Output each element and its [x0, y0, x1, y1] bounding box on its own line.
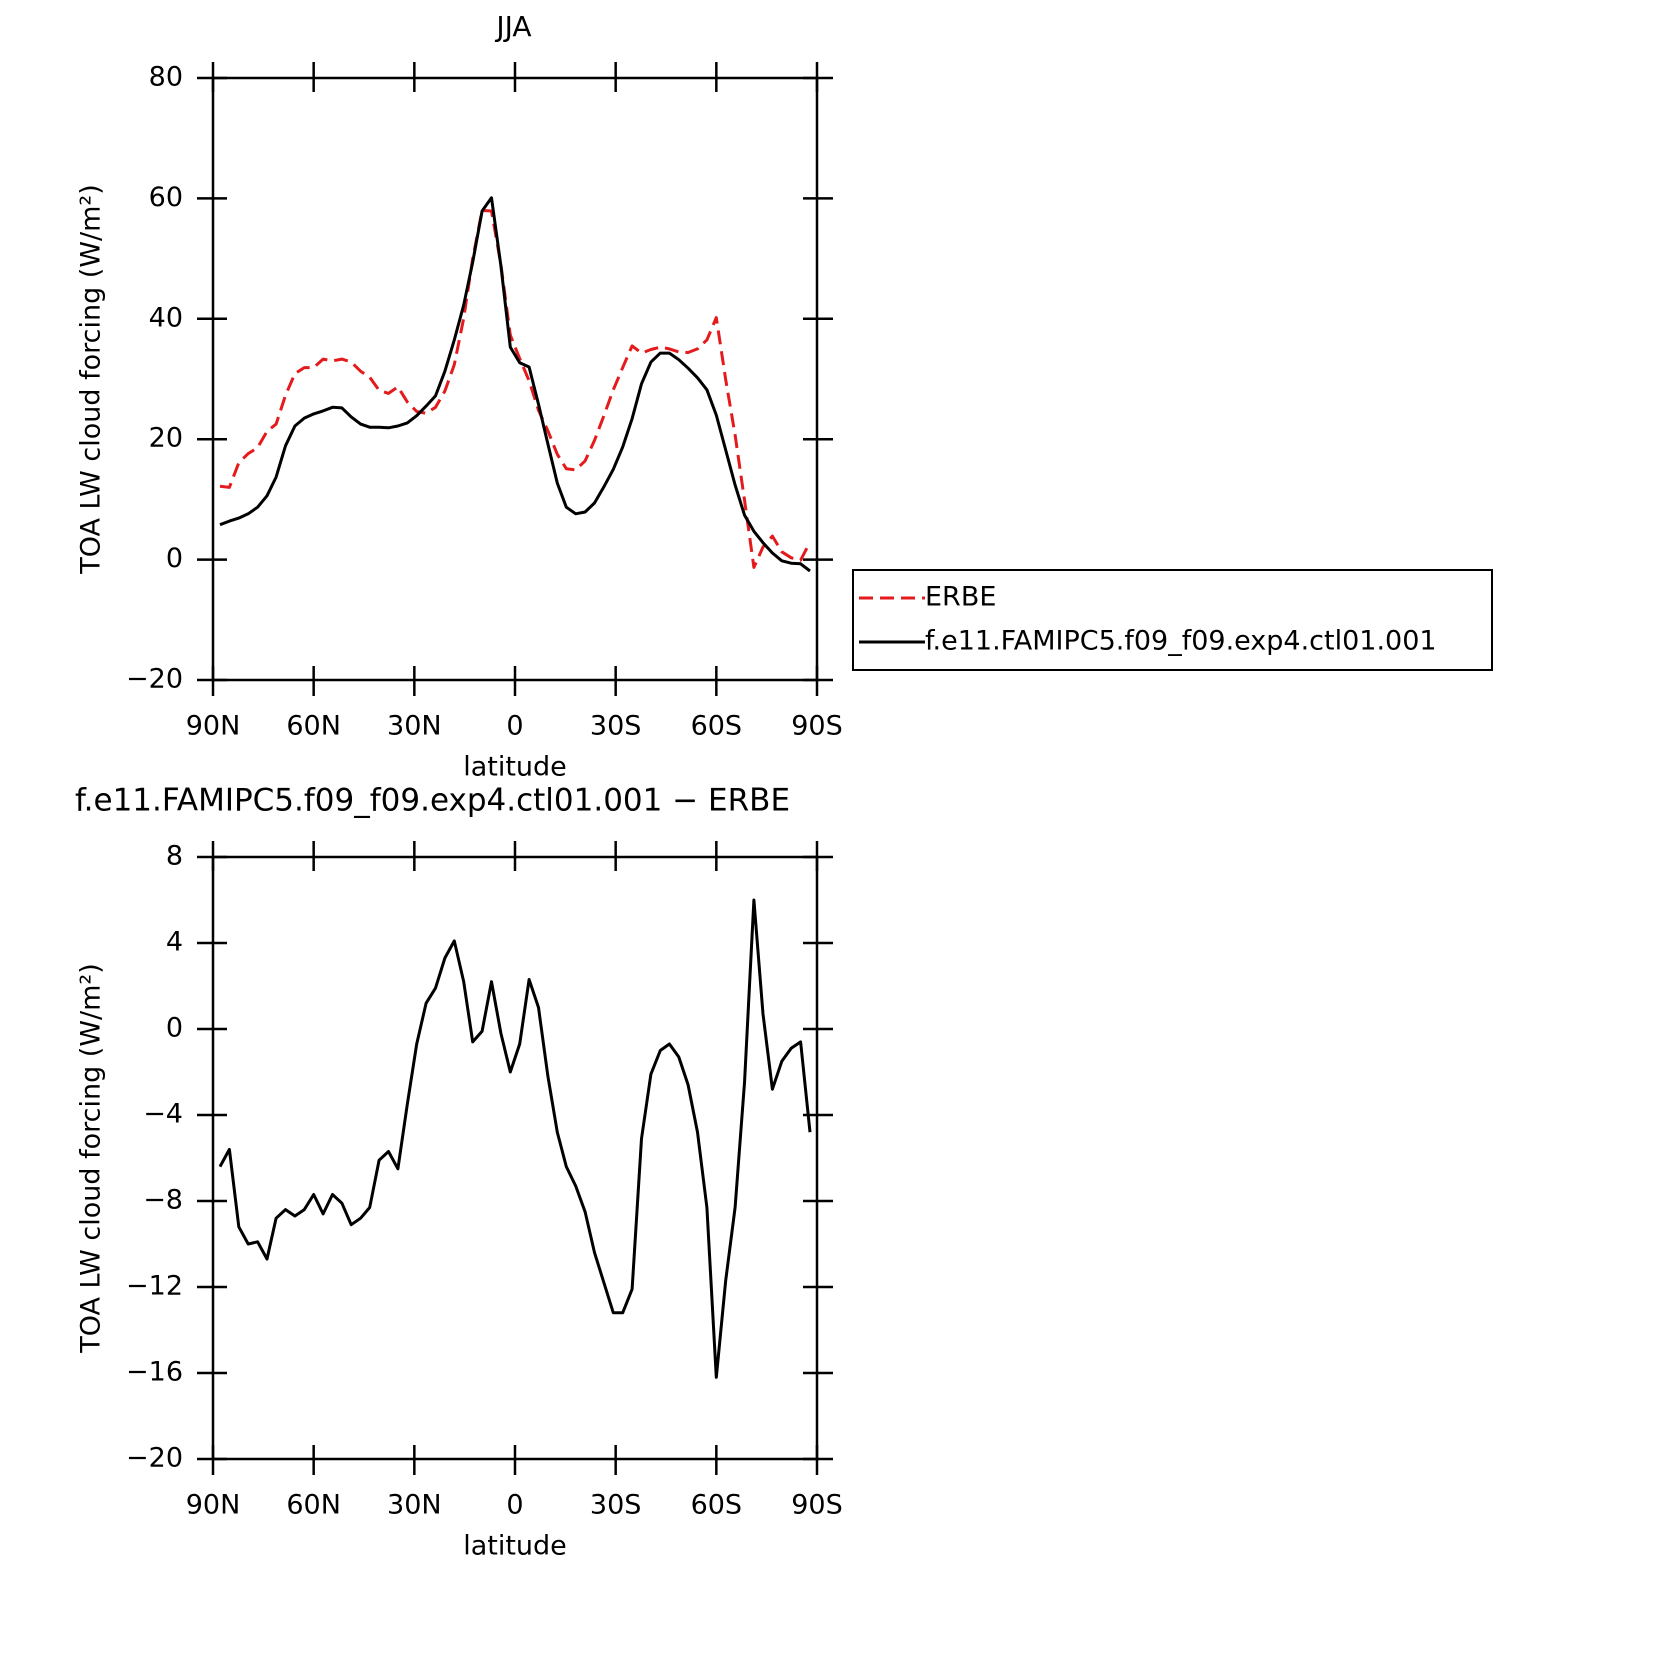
y-tick-label: 20 — [149, 423, 183, 454]
y-tick-label: −20 — [126, 1443, 183, 1474]
y-tick-label: −16 — [126, 1357, 183, 1388]
x-tick-label: 30N — [387, 711, 442, 742]
x-tick-label: 60N — [286, 711, 341, 742]
x-tick-label: 30S — [590, 711, 642, 742]
y-tick-label: 80 — [149, 62, 183, 93]
y-axis-label: TOA LW cloud forcing (W/m²) — [76, 963, 107, 1354]
x-tick-label: 30N — [387, 1490, 442, 1521]
x-tick-label: 60S — [691, 1490, 743, 1521]
y-tick-label: 0 — [166, 543, 183, 574]
y-tick-label: 40 — [149, 302, 183, 333]
y-tick-label: −12 — [126, 1271, 183, 1302]
plot-frame — [211, 855, 819, 1461]
x-tick-label: 90S — [791, 1490, 843, 1521]
y-axis-label: TOA LW cloud forcing (W/m²) — [76, 184, 107, 575]
x-axis-label: latitude — [463, 752, 567, 783]
x-tick-label: 0 — [506, 1490, 523, 1521]
legend-label: ERBE — [925, 582, 996, 613]
y-tick-label: 0 — [166, 1013, 183, 1044]
legend-label: f.e11.FAMIPC5.f09_f09.exp4.ctl01.001 — [925, 626, 1437, 657]
y-tick-label: −4 — [143, 1099, 183, 1130]
legend-box — [852, 569, 1493, 671]
y-tick-label: −20 — [126, 664, 183, 695]
chart-title: JJA — [494, 10, 531, 43]
y-tick-label: 4 — [166, 927, 183, 958]
x-tick-label: 90N — [186, 711, 241, 742]
x-tick-label: 60S — [691, 711, 743, 742]
x-tick-label: 60N — [286, 1490, 341, 1521]
y-tick-label: 60 — [149, 182, 183, 213]
y-tick-label: −8 — [143, 1185, 183, 1216]
chart-title: f.e11.FAMIPC5.f09_f09.exp4.ctl01.001 − E… — [75, 783, 790, 819]
x-tick-label: 90N — [186, 1490, 241, 1521]
y-tick-label: 8 — [166, 841, 183, 872]
data-line — [218, 898, 812, 1379]
x-tick-label: 0 — [506, 711, 523, 742]
data-line — [219, 208, 812, 569]
data-line — [219, 196, 811, 573]
x-tick-label: 30S — [590, 1490, 642, 1521]
x-axis-label: latitude — [463, 1531, 567, 1562]
x-tick-label: 90S — [791, 711, 843, 742]
